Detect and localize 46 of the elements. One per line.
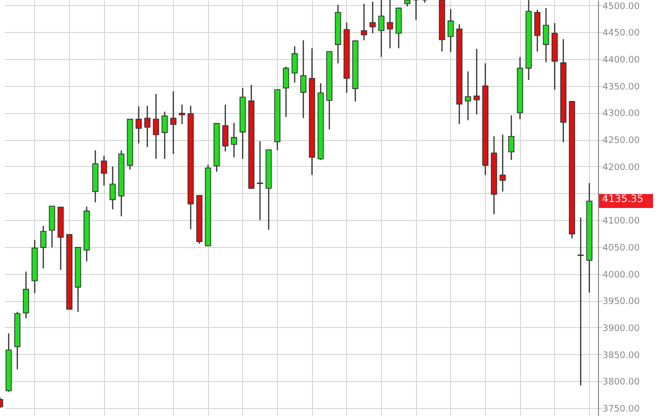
candlestick: [222, 104, 228, 152]
candlestick: [542, 7, 550, 63]
candlestick: [292, 46, 298, 84]
candlestick: [100, 155, 108, 186]
candlestick: [110, 166, 116, 210]
y-tick-label: 4100.00: [602, 216, 640, 227]
y-tick-label: 4350.00: [602, 82, 640, 92]
y-tick-label: 3800.00: [602, 378, 640, 388]
candlestick: [508, 114, 514, 161]
candlestick: [578, 216, 584, 386]
candlestick: [282, 66, 290, 118]
y-tick-label: 3950.00: [602, 297, 640, 308]
candlestick: [378, 0, 384, 58]
candlestick: [170, 90, 176, 155]
candlestick: [22, 271, 30, 319]
y-tick-label: 3850.00: [602, 350, 640, 361]
y-tick-label: 4050.00: [602, 243, 640, 254]
candlestick: [534, 9, 540, 52]
annotation: 4135.35: [599, 194, 654, 208]
candlestick: [386, 0, 394, 49]
y-tick-label: 4250.00: [602, 136, 640, 146]
y-tick-label: 4450.00: [602, 28, 640, 39]
candlestick: [370, 1, 376, 34]
candlestick: [40, 225, 46, 269]
y-tick-label: 4000.00: [602, 270, 640, 280]
candlestick: [422, 0, 428, 4]
y-tick-label: 4200.00: [602, 162, 640, 173]
candlestick: [144, 105, 150, 148]
candlestick: [500, 134, 506, 192]
y-tick-label: 4300.00: [602, 109, 640, 120]
candlestick: [474, 48, 480, 115]
candlestick: [464, 70, 472, 121]
candlestick: [360, 3, 368, 41]
candlestick: [448, 8, 454, 53]
candlestick: [230, 122, 238, 158]
candlestick: [256, 140, 264, 221]
candlestick: [178, 104, 186, 125]
y-tick-label: 3900.00: [602, 324, 640, 334]
candlestick: [412, 0, 420, 20]
candlestick: [162, 111, 168, 160]
y-tick-label: 4400.00: [602, 56, 640, 66]
candlestick: [152, 93, 160, 160]
candlestick: [136, 106, 142, 144]
y-tick-label: 3750.00: [602, 404, 640, 414]
candlestick: [300, 40, 306, 119]
y-tick-label: 4500.00: [602, 2, 640, 12]
